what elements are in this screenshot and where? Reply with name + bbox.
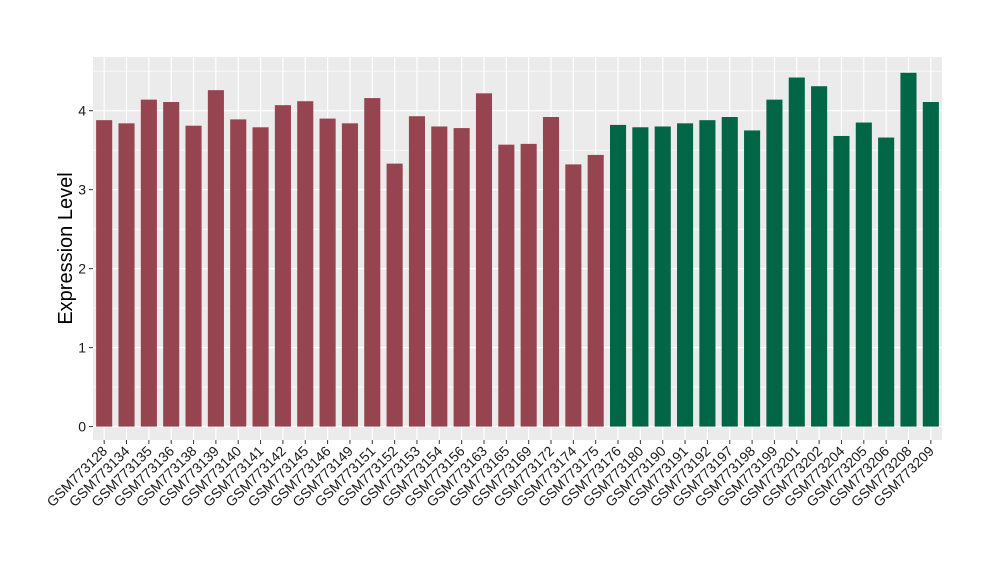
bar	[744, 130, 761, 427]
y-axis: 0 1 2 3 4	[78, 103, 93, 435]
bar	[274, 105, 291, 427]
x-axis: GSM773128GSM773134GSM773135GSM773136GSM7…	[43, 440, 937, 510]
bar	[453, 128, 470, 427]
bar	[766, 99, 783, 427]
bar	[878, 137, 895, 427]
bar	[118, 123, 135, 427]
bar	[922, 102, 939, 427]
bar	[297, 101, 314, 427]
bar	[677, 123, 694, 427]
bar	[319, 118, 336, 427]
bar	[542, 117, 560, 427]
y-tick-label: 4	[78, 103, 86, 119]
bar	[788, 77, 805, 427]
y-tick-label: 0	[78, 419, 86, 435]
bar	[252, 127, 269, 427]
bar	[163, 102, 180, 427]
bar	[185, 125, 202, 427]
bar	[96, 120, 113, 427]
bar	[811, 86, 828, 427]
bar	[341, 123, 358, 427]
bar	[833, 135, 850, 427]
y-tick-label: 3	[78, 182, 86, 198]
bar	[475, 93, 493, 427]
y-tick-label: 1	[78, 340, 86, 356]
bar	[900, 72, 917, 427]
bar	[520, 143, 537, 427]
bars	[96, 72, 939, 427]
bar	[364, 98, 381, 427]
y-tick-label: 2	[78, 261, 86, 277]
bar	[721, 117, 738, 427]
y-axis-title: Expression Level	[55, 172, 77, 324]
bar	[587, 154, 604, 427]
bar	[654, 126, 671, 427]
bar	[386, 163, 403, 427]
bar	[699, 120, 716, 427]
bar	[609, 124, 627, 427]
bar	[408, 116, 426, 427]
bar	[565, 164, 582, 427]
bar	[207, 90, 224, 427]
bar	[431, 126, 448, 427]
bar	[632, 127, 649, 427]
bar	[140, 99, 157, 427]
bar	[855, 122, 872, 427]
bar	[498, 144, 515, 427]
bar	[230, 119, 247, 427]
